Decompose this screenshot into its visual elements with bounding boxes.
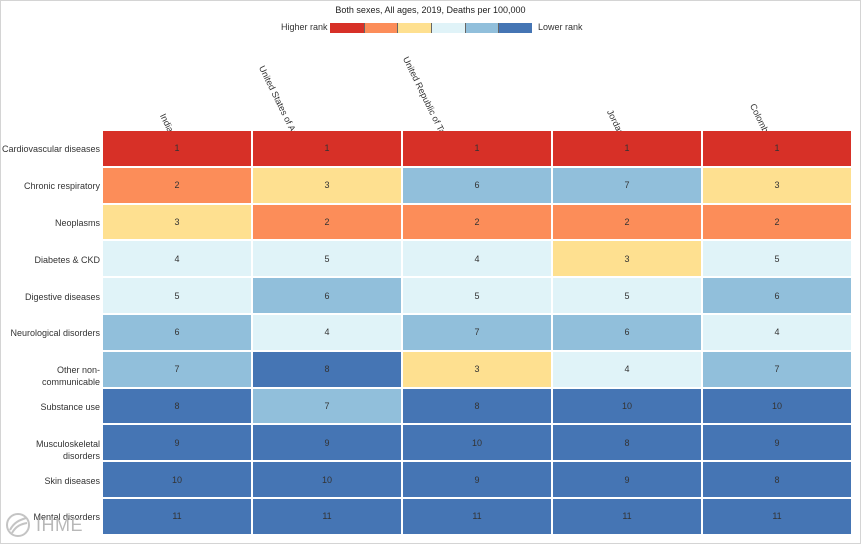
row-label: Skin diseases	[44, 475, 100, 486]
row-label: Musculoskeletal disorders	[35, 438, 100, 461]
legend-swatch	[464, 23, 499, 33]
heatmap-cell: 1	[553, 131, 703, 168]
heatmap-cell: 6	[553, 315, 703, 352]
heatmap-cell: 6	[703, 278, 853, 315]
row-label: Chronic respiratory	[23, 181, 100, 192]
heatmap-cell: 1	[703, 131, 853, 168]
heatmap-cell: 4	[403, 241, 553, 279]
heatmap-cell: 7	[553, 167, 703, 205]
row-label: Diabetes & CKD	[34, 254, 100, 265]
heatmap-cell: 7	[103, 351, 253, 389]
legend-swatch	[397, 23, 431, 33]
heatmap-cell: 2	[553, 204, 703, 242]
heatmap-cell: 4	[703, 315, 853, 352]
heatmap-cell: 9	[553, 462, 703, 499]
heatmap-cell: 2	[703, 204, 853, 242]
heatmap-cell: 7	[703, 351, 853, 389]
heatmap-cell: 9	[403, 462, 553, 499]
heatmap-cell: 1	[253, 131, 403, 168]
heatmap-cell: 8	[553, 425, 703, 463]
heatmap-cell: 10	[253, 462, 403, 499]
ihme-logo-text: IHME	[36, 515, 83, 535]
heatmap-cell: 2	[253, 204, 403, 242]
heatmap-cell: 5	[253, 241, 403, 279]
heatmap-cell: 11	[103, 499, 253, 536]
heatmap-cell: 8	[703, 462, 853, 499]
heatmap-cell: 4	[103, 241, 253, 279]
row-label: Neoplasms	[54, 218, 100, 228]
ihme-logo: IHME	[4, 512, 94, 538]
heatmap-cell: 5	[703, 241, 853, 279]
ihme-logo-icon	[6, 513, 30, 537]
heatmap-cell: 2	[403, 204, 553, 242]
heatmap-cell: 11	[553, 499, 703, 536]
heatmap-cell: 9	[103, 425, 253, 463]
row-label: Mental disorders	[33, 512, 100, 523]
heatmap-cell: 3	[403, 351, 553, 389]
legend-tick	[464, 23, 466, 33]
legend-tick	[431, 23, 432, 33]
heatmap-cell: 7	[403, 315, 553, 352]
heatmap-cell: 10	[403, 425, 553, 463]
heatmap-cell: 10	[703, 388, 853, 426]
heatmap-cell: 5	[553, 278, 703, 315]
heatmap-cell: 10	[553, 388, 703, 426]
heatmap-cell: 9	[703, 425, 853, 463]
heatmap-cell: 1	[403, 131, 553, 168]
legend-color-bar	[330, 23, 532, 33]
heatmap-cell: 9	[253, 425, 403, 463]
heatmap-cell: 11	[403, 499, 553, 536]
legend-low-label: Lower rank	[538, 22, 583, 32]
heatmap-cell: 1	[103, 131, 253, 168]
legend-tick	[498, 23, 500, 33]
row-label: Other non-communicable	[41, 365, 100, 388]
heatmap-cell: 11	[703, 499, 853, 536]
heatmap-cell: 6	[253, 278, 403, 315]
heatmap-cell: 6	[103, 315, 253, 352]
legend-tick	[397, 23, 399, 33]
heatmap-cell: 8	[103, 388, 253, 426]
heatmap-cell: 8	[253, 351, 403, 389]
heatmap-cell: 3	[103, 204, 253, 242]
row-label: Cardiovascular diseases	[1, 144, 100, 155]
heatmap-cell: 5	[403, 278, 553, 315]
heatmap-cell: 3	[703, 167, 853, 205]
heatmap-cell: 4	[253, 315, 403, 352]
row-label: Neurological disorders	[10, 328, 100, 339]
row-label: Digestive diseases	[24, 291, 100, 302]
heatmap-cell: 5	[103, 278, 253, 315]
heatmap-cell: 2	[103, 167, 253, 205]
heatmap-cell: 4	[553, 351, 703, 389]
legend-swatch	[498, 23, 532, 33]
heatmap-cell: 11	[253, 499, 403, 536]
legend-high-label: Higher rank	[281, 22, 328, 32]
heatmap-cell: 8	[403, 388, 553, 426]
heatmap-cell: 7	[253, 388, 403, 426]
heatmap-cell: 10	[103, 462, 253, 499]
row-label: Substance use	[40, 402, 100, 412]
heatmap-cell: 6	[403, 167, 553, 205]
chart-title: Both sexes, All ages, 2019, Deaths per 1…	[335, 5, 526, 15]
heatmap-cell: 3	[553, 241, 703, 279]
legend-swatch	[431, 23, 465, 33]
heatmap-cell: 3	[253, 167, 403, 205]
legend-tick	[363, 23, 365, 33]
legend-swatch	[330, 23, 364, 33]
legend-swatch	[363, 23, 398, 33]
